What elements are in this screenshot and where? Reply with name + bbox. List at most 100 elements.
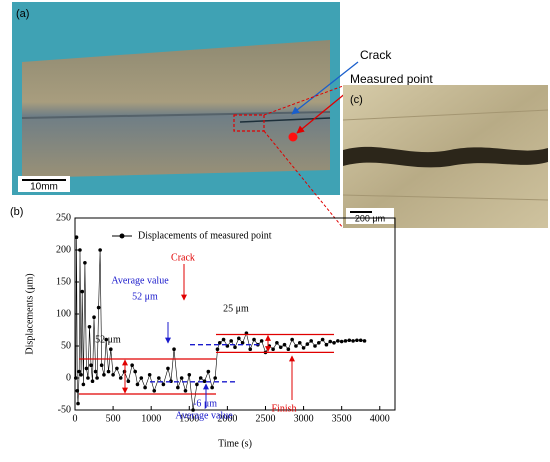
data-point — [133, 369, 137, 374]
data-point — [152, 389, 157, 393]
data-point — [172, 347, 176, 352]
panel-c-label: (c) — [350, 94, 363, 106]
data-point — [143, 385, 147, 390]
data-point — [309, 339, 313, 343]
zoom-line — [263, 130, 344, 229]
data-point — [221, 337, 226, 342]
x-axis-label: Time (s) — [218, 438, 252, 449]
data-point — [290, 337, 294, 342]
data-point — [362, 339, 367, 343]
data-point — [104, 337, 109, 342]
panel-c-photo — [342, 85, 549, 228]
data-point — [95, 376, 99, 380]
data-point — [106, 369, 111, 374]
plot: 0 500 1000 1500 2000 2500 3000 3500 4000-5005010… — [56, 212, 390, 424]
data-point — [229, 339, 233, 343]
data-point — [248, 347, 253, 352]
measured-point-label: Measured point — [350, 72, 433, 86]
data-point — [317, 341, 321, 345]
data-point — [206, 369, 211, 374]
data-point — [102, 373, 106, 377]
data-point — [355, 338, 359, 343]
data-point — [217, 341, 222, 345]
data-point — [198, 376, 203, 380]
data-point — [286, 347, 291, 352]
data-point — [84, 366, 89, 371]
data-point — [87, 325, 92, 329]
data-point — [210, 385, 214, 390]
data-point — [313, 344, 317, 348]
data-point — [157, 376, 161, 380]
data-point — [195, 382, 199, 387]
data-point — [183, 389, 188, 393]
data-point — [332, 341, 336, 345]
data-point — [77, 369, 81, 374]
measured-point-arrow — [296, 87, 353, 134]
data-point — [187, 373, 192, 377]
data-point — [161, 382, 166, 387]
data-point — [213, 376, 217, 380]
y-tick-label: 0 — [66, 372, 71, 383]
data-point — [109, 347, 113, 352]
data-point — [135, 382, 140, 387]
annotation: Average value — [175, 410, 233, 421]
data-point — [92, 315, 96, 320]
crack-label: Crack — [360, 48, 392, 62]
data-point — [93, 369, 98, 374]
panel-a-photo — [12, 2, 340, 195]
data-line — [75, 237, 365, 411]
data-point — [301, 346, 306, 350]
data-point — [336, 339, 340, 343]
data-point — [130, 363, 134, 368]
annotation: 52 μm — [132, 291, 158, 302]
x-tick-label: 4000 — [370, 413, 390, 424]
data-point — [75, 389, 80, 393]
data-point — [76, 401, 80, 406]
y-tick-label: 250 — [56, 212, 71, 223]
data-point — [233, 345, 237, 350]
x-tick-label: 500 — [106, 413, 121, 424]
data-point — [275, 341, 279, 345]
annotation: -6 μm — [193, 398, 217, 409]
data-point — [99, 363, 104, 368]
zoom-line — [263, 85, 344, 116]
legend-label: Displacements of measured point — [138, 230, 272, 241]
panel-a-label: (a) — [16, 8, 29, 20]
data-point — [81, 382, 86, 387]
data-point — [259, 339, 264, 343]
data-point — [252, 337, 256, 342]
y-tick-label: 50 — [61, 340, 71, 351]
y-tick-label: 100 — [56, 308, 71, 319]
data-point — [86, 376, 90, 380]
data-point — [358, 338, 363, 343]
legend-marker — [119, 233, 125, 239]
data-point — [237, 336, 241, 341]
data-point — [74, 235, 79, 239]
data-point — [115, 366, 119, 371]
data-point — [83, 261, 87, 265]
crack-arrow — [291, 61, 359, 115]
data-point — [96, 305, 101, 310]
data-point — [347, 338, 352, 343]
data-point — [98, 248, 102, 252]
x-tick-label: 1000 — [141, 413, 161, 424]
data-point — [240, 341, 245, 345]
y-tick-label: -50 — [58, 404, 71, 415]
data-point — [320, 337, 325, 342]
data-point — [294, 344, 298, 348]
x-tick-label: 0 — [73, 413, 78, 424]
data-point — [166, 366, 170, 371]
x-tick-label: 1500 — [179, 413, 199, 424]
data-point — [297, 341, 302, 345]
data-point — [111, 373, 115, 377]
annotation: 52 μm — [95, 334, 121, 345]
data-point — [191, 408, 195, 412]
data-point — [202, 379, 207, 384]
y-tick-label: 200 — [56, 244, 71, 255]
data-point — [147, 373, 152, 377]
annotation: Crack — [171, 252, 195, 263]
data-point — [278, 345, 283, 350]
annotation: Finish — [271, 403, 296, 414]
scale-bar-label: 10mm — [30, 182, 58, 193]
